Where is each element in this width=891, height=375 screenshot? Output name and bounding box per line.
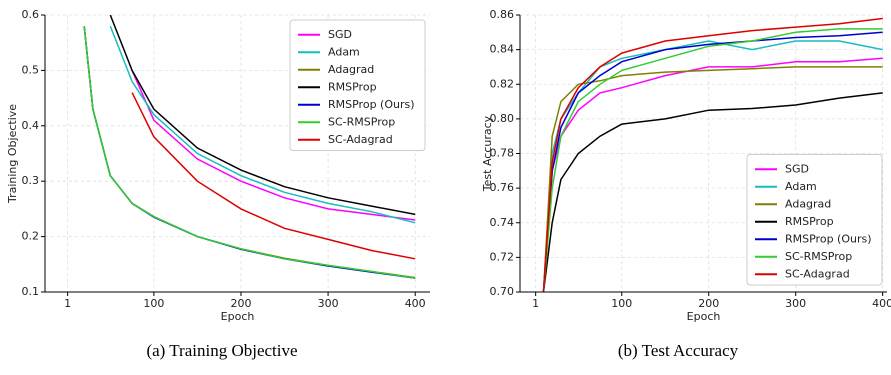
x-tick-label: 400 bbox=[872, 297, 891, 310]
x-tick-label: 300 bbox=[318, 297, 339, 310]
plot-lines bbox=[542, 17, 883, 292]
x-tick-label: 100 bbox=[143, 297, 164, 310]
y-tick-label: 0.80 bbox=[490, 112, 515, 125]
chart: 1 100 200 300 400 0.1 0.2 0.3 0.4 0.5 0.6 Epoch Trai… bbox=[6, 8, 430, 360]
y-tick-label: 0.6 bbox=[22, 8, 40, 21]
y-tick-label: 0.3 bbox=[22, 174, 40, 187]
legend-label: SC-RMSProp bbox=[785, 250, 852, 263]
y-tick-label: 0.74 bbox=[490, 216, 515, 229]
x-tick-label: 200 bbox=[230, 297, 251, 310]
legend-label: SC-Adagrad bbox=[328, 133, 393, 146]
series-line bbox=[542, 92, 883, 292]
legend-label: SGD bbox=[785, 162, 809, 175]
legend-label: RMSProp (Ours) bbox=[785, 232, 872, 245]
series-line bbox=[542, 17, 883, 292]
series-line bbox=[542, 66, 883, 292]
y-axis-label: Test Accuracy bbox=[481, 115, 494, 192]
y-tick-label: 0.82 bbox=[490, 77, 515, 90]
series-line bbox=[83, 26, 416, 279]
series-line bbox=[542, 31, 883, 292]
plot-lines bbox=[83, 15, 416, 279]
x-axis-label: Epoch bbox=[687, 310, 721, 323]
chart: 1 100 200 300 400 0.70 0.72 0.74 0.76 0.78 0.80 0.8… bbox=[481, 8, 891, 360]
legend-label: SC-RMSProp bbox=[328, 115, 395, 128]
y-tick-label: 0.4 bbox=[22, 119, 40, 132]
y-tick-label: 0.84 bbox=[490, 43, 515, 56]
x-axis-label: Epoch bbox=[221, 310, 255, 323]
y-tick-label: 0.72 bbox=[490, 250, 515, 263]
caption: (b) Test Accuracy bbox=[618, 341, 739, 360]
x-tick-label: 1 bbox=[532, 297, 539, 310]
x-tick-label: 300 bbox=[785, 297, 806, 310]
y-tick-label: 0.76 bbox=[490, 181, 515, 194]
legend-label: RMSProp bbox=[328, 80, 377, 93]
y-tick-label: 0.1 bbox=[22, 285, 40, 298]
legend-box bbox=[746, 154, 883, 286]
y-tick-label: 0.2 bbox=[22, 230, 40, 243]
y-tick-label: 0.5 bbox=[22, 63, 40, 76]
series-line bbox=[109, 25, 416, 224]
series-line bbox=[109, 15, 416, 216]
legend-box bbox=[289, 19, 426, 151]
x-tick-label: 200 bbox=[698, 297, 719, 310]
legend-label: RMSProp (Ours) bbox=[328, 98, 415, 111]
legend-label: Adam bbox=[785, 180, 817, 193]
legend-label: Adagrad bbox=[785, 197, 831, 210]
y-axis-label: Training Objective bbox=[6, 104, 19, 204]
x-tick-label: 100 bbox=[611, 297, 632, 310]
series-line bbox=[131, 92, 416, 260]
y-tick-label: 0.86 bbox=[490, 8, 515, 21]
legend-label: SC-Adagrad bbox=[785, 267, 850, 280]
y-tick-label: 0.70 bbox=[490, 285, 515, 298]
y-tick-label: 0.78 bbox=[490, 147, 515, 160]
x-tick-label: 400 bbox=[405, 297, 426, 310]
legend-label: RMSProp bbox=[785, 215, 834, 228]
x-tick-label: 1 bbox=[64, 297, 71, 310]
series-line bbox=[542, 28, 883, 292]
series-line bbox=[131, 70, 416, 221]
legend-label: Adam bbox=[328, 45, 360, 58]
caption: (a) Training Objective bbox=[146, 341, 297, 360]
legend-label: Adagrad bbox=[328, 63, 374, 76]
legend-label: SGD bbox=[328, 28, 352, 41]
